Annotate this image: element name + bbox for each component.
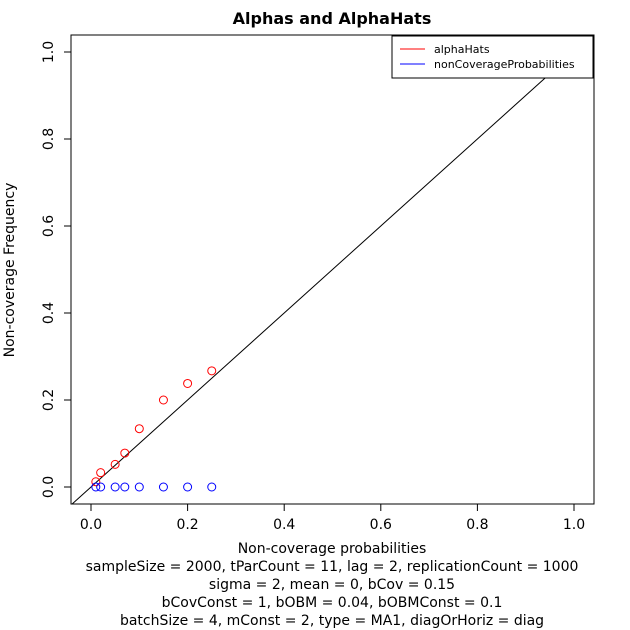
point-nonCoverageProbabilities xyxy=(110,482,120,492)
subtitle-line-1: sampleSize = 2000, tParCount = 11, lag =… xyxy=(86,559,579,575)
point-alphaHats xyxy=(158,395,168,405)
y-axis: 0.0 0.2 0.4 0.6 0.8 1.0 xyxy=(41,41,72,498)
y-tick-label: 0.6 xyxy=(41,215,57,237)
x-axis-label: Non-coverage probabilities xyxy=(238,541,427,557)
data-points xyxy=(91,366,217,492)
point-nonCoverageProbabilities xyxy=(120,482,130,492)
legend: alphaHats nonCoverageProbabilities xyxy=(391,35,594,79)
point-nonCoverageProbabilities xyxy=(183,482,193,492)
x-tick-label: 0.4 xyxy=(273,517,295,533)
x-tick-label: 0.6 xyxy=(370,517,392,533)
subtitle-line-4: batchSize = 4, mConst = 2, type = MA1, d… xyxy=(120,613,544,629)
x-tick-label: 0.8 xyxy=(466,517,488,533)
y-tick-label: 0.2 xyxy=(41,389,57,411)
y-axis-label: Non-coverage Frequency xyxy=(2,183,18,358)
point-alphaHats xyxy=(120,448,130,458)
x-tick-label: 0.2 xyxy=(176,517,198,533)
legend-box xyxy=(391,35,594,79)
y-tick-label: 0.0 xyxy=(41,476,57,498)
subtitle-line-3: bCovConst = 1, bOBM = 0.04, bOBMConst = … xyxy=(162,595,503,611)
point-alphaHats xyxy=(183,378,193,388)
legend-label-noncoverageprobabilities: nonCoverageProbabilities xyxy=(434,58,575,71)
point-alphaHats xyxy=(207,366,217,376)
point-alphaHats xyxy=(96,468,106,478)
point-nonCoverageProbabilities xyxy=(91,482,101,492)
point-alphaHats xyxy=(134,424,144,434)
point-nonCoverageProbabilities xyxy=(207,482,217,492)
point-alphaHats xyxy=(91,477,101,487)
y-tick-label: 0.8 xyxy=(41,128,57,150)
identity-reference-line xyxy=(71,34,594,505)
subtitle-block: sampleSize = 2000, tParCount = 11, lag =… xyxy=(86,559,579,629)
point-alphaHats xyxy=(110,459,120,469)
x-axis: 0.0 0.2 0.4 0.6 0.8 1.0 xyxy=(80,503,585,533)
point-nonCoverageProbabilities xyxy=(134,482,144,492)
y-tick-label: 1.0 xyxy=(41,41,57,63)
subtitle-line-2: sigma = 2, mean = 0, bCov = 0.15 xyxy=(209,577,455,593)
point-nonCoverageProbabilities xyxy=(96,482,106,492)
x-tick-label: 0.0 xyxy=(80,517,102,533)
chart-title: Alphas and AlphaHats xyxy=(233,9,432,28)
legend-label-alphahats: alphaHats xyxy=(434,43,490,56)
y-tick-label: 0.4 xyxy=(41,302,57,324)
point-nonCoverageProbabilities xyxy=(158,482,168,492)
x-tick-label: 1.0 xyxy=(563,517,585,533)
